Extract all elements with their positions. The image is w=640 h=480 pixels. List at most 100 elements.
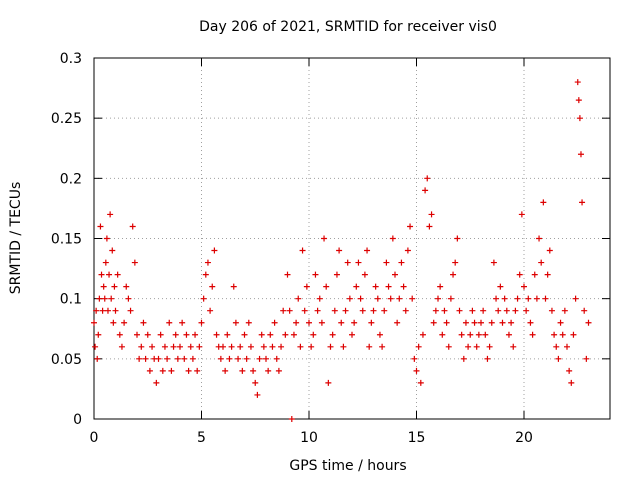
data-point	[239, 367, 246, 374]
data-point	[575, 97, 582, 104]
y-axis-label: SRMTID / TECUs	[8, 182, 24, 295]
data-point	[422, 187, 429, 194]
data-point	[247, 343, 254, 350]
data-point	[499, 319, 506, 326]
data-point	[138, 343, 145, 350]
data-point	[407, 223, 414, 230]
data-point	[452, 259, 459, 266]
data-point	[136, 355, 143, 362]
data-point	[207, 307, 214, 314]
data-point	[398, 259, 405, 266]
data-point	[306, 319, 312, 326]
data-point	[318, 319, 325, 326]
data-point	[551, 331, 558, 338]
data-point	[411, 355, 418, 362]
data-point	[273, 355, 280, 362]
data-point	[333, 271, 340, 278]
data-point	[123, 283, 130, 290]
data-point	[131, 259, 138, 266]
data-point	[149, 343, 156, 350]
data-point	[110, 319, 117, 326]
data-point	[488, 319, 495, 326]
data-point	[533, 295, 540, 302]
data-point	[400, 283, 407, 290]
data-point	[542, 295, 549, 302]
data-point	[430, 319, 437, 326]
data-point	[269, 343, 276, 350]
data-point	[144, 331, 151, 338]
data-point	[177, 343, 183, 350]
data-point	[109, 247, 116, 254]
data-point	[409, 295, 416, 302]
data-point	[222, 367, 229, 374]
data-point	[102, 259, 109, 266]
data-point	[209, 283, 216, 290]
data-point	[353, 283, 360, 290]
x-axis-label: GPS time / hours	[289, 458, 406, 474]
data-point	[155, 355, 162, 362]
data-point	[125, 295, 132, 302]
data-point	[557, 319, 564, 326]
data-point	[478, 319, 484, 326]
data-point	[312, 271, 319, 278]
data-point	[243, 355, 250, 362]
data-point	[514, 295, 521, 302]
data-point	[447, 295, 454, 302]
data-point	[387, 295, 394, 302]
data-series	[91, 79, 592, 422]
data-point	[516, 271, 523, 278]
data-point	[402, 307, 409, 314]
data-point	[290, 331, 297, 338]
data-point	[581, 307, 588, 314]
data-point	[271, 319, 278, 326]
data-point	[164, 355, 171, 362]
x-tick-label: 15	[408, 430, 426, 446]
data-point	[299, 247, 306, 254]
data-point	[349, 331, 355, 338]
data-point	[104, 307, 111, 314]
data-point	[342, 307, 349, 314]
data-point	[372, 283, 379, 290]
data-point	[254, 391, 261, 398]
data-point	[525, 295, 532, 302]
y-tick-label: 0.1	[60, 292, 82, 308]
data-point	[566, 367, 573, 374]
data-point	[252, 379, 259, 386]
data-point	[579, 199, 586, 206]
data-point	[278, 343, 285, 350]
data-point	[381, 307, 388, 314]
y-tick-label: 0.3	[60, 51, 82, 67]
data-point	[536, 235, 543, 242]
data-point	[325, 379, 332, 386]
data-point	[497, 283, 504, 290]
data-point	[129, 223, 136, 230]
data-point	[103, 235, 110, 242]
data-point	[185, 367, 192, 374]
series-srmtid	[91, 79, 592, 422]
data-point	[220, 343, 226, 350]
data-point	[303, 283, 310, 290]
data-point	[577, 151, 584, 158]
data-point	[230, 283, 237, 290]
data-point	[559, 331, 566, 338]
data-point	[121, 319, 128, 326]
data-point	[471, 319, 478, 326]
data-point	[456, 307, 463, 314]
data-point	[383, 259, 390, 266]
data-point	[187, 343, 194, 350]
data-point	[555, 355, 562, 362]
data-point	[107, 211, 114, 218]
data-point	[202, 271, 209, 278]
data-point	[419, 331, 426, 338]
data-point	[280, 307, 287, 314]
data-point	[480, 307, 487, 314]
data-point	[232, 319, 239, 326]
data-point	[357, 295, 364, 302]
data-point	[316, 295, 323, 302]
data-point	[443, 319, 450, 326]
data-point	[361, 271, 368, 278]
data-point	[301, 307, 308, 314]
data-point	[235, 355, 242, 362]
data-point	[340, 343, 347, 350]
